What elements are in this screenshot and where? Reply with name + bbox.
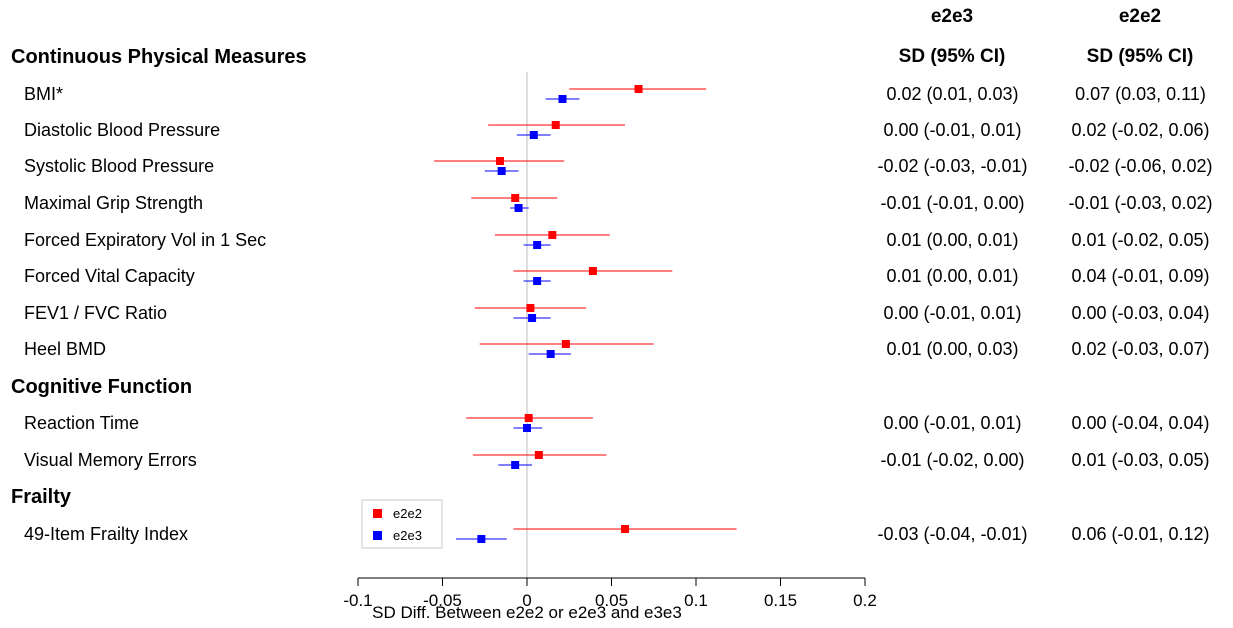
row-label: Systolic Blood Pressure — [24, 156, 215, 176]
ci-e2e2-value: 0.02 (-0.02, 0.06) — [1071, 120, 1210, 140]
x-tick-label: 0.2 — [853, 591, 877, 610]
e2e3-point — [558, 95, 567, 103]
e2e2-point — [548, 231, 557, 239]
row-label: Reaction Time — [24, 413, 140, 433]
row-label: FEV1 / FVC Ratio — [24, 303, 168, 323]
x-axis-ticks: -0.1 -0.05 0 0.05 0.1 0.15 0.2 — [343, 578, 877, 610]
e2e2-point — [621, 525, 630, 533]
legend-label-e2e3: e2e3 — [393, 528, 422, 543]
ci-e2e2-value: 0.00 (-0.04, 0.04) — [1071, 413, 1210, 433]
legend: e2e2 e2e3 — [361, 499, 443, 549]
ci-e2e2-value: 0.00 (-0.03, 0.04) — [1071, 303, 1210, 323]
ci-e2e2-value: -0.02 (-0.06, 0.02) — [1068, 156, 1213, 176]
legend-swatch-e2e3 — [373, 531, 382, 540]
row-label: 49-Item Frailty Index — [24, 524, 189, 544]
ci-e2e2-value: -0.01 (-0.03, 0.02) — [1068, 193, 1213, 213]
x-tick-label: 0.05 — [595, 591, 628, 610]
col-e2e2-title: e2e2 — [1118, 6, 1162, 27]
section-frailty: Frailty — [11, 486, 72, 508]
ci-e2e3-value: 0.00 (-0.01, 0.01) — [883, 303, 1022, 323]
ci-e2e3-value: 0.01 (0.00, 0.03) — [886, 339, 1019, 359]
ci-e2e2-value: 0.02 (-0.03, 0.07) — [1071, 339, 1210, 359]
e2e2-point — [526, 304, 535, 312]
ci-e2e2-value: 0.04 (-0.01, 0.09) — [1071, 266, 1210, 286]
x-tick-label: 0 — [522, 591, 531, 610]
ci-e2e2-value: 0.06 (-0.01, 0.12) — [1071, 524, 1210, 544]
e2e2-point — [551, 121, 560, 129]
ci-e2e3-value: -0.03 (-0.04, -0.01) — [877, 524, 1028, 544]
e2e2-point — [561, 340, 570, 348]
section-continuous-physical-measures: Continuous Physical Measures — [11, 46, 307, 68]
row-label: Forced Vital Capacity — [24, 266, 195, 286]
ci-e2e2-value: 0.01 (-0.02, 0.05) — [1071, 230, 1210, 250]
e2e3-point — [511, 461, 520, 469]
e2e3-point — [529, 131, 538, 139]
x-axis-label: SD Diff. Between e2e2 or e2e3 and e3e3 — [372, 603, 682, 622]
ci-e2e3-value: -0.01 (-0.01, 0.00) — [880, 193, 1025, 213]
ci-e2e3-value: 0.01 (0.00, 0.01) — [886, 266, 1019, 286]
legend-swatch-e2e2 — [373, 509, 382, 518]
e2e3-point — [533, 277, 542, 285]
e2e2-point — [634, 85, 643, 93]
row-label: Maximal Grip Strength — [24, 193, 204, 213]
ci-e2e3-value: 0.00 (-0.01, 0.01) — [883, 120, 1022, 140]
e2e2-point — [511, 194, 520, 202]
e2e2-point — [495, 157, 504, 165]
series-layer — [434, 85, 737, 543]
ci-e2e2-value: 0.07 (0.03, 0.11) — [1075, 84, 1206, 104]
row-label: Visual Memory Errors — [24, 450, 197, 470]
e2e3-point — [477, 535, 486, 543]
legend-label-e2e2: e2e2 — [393, 506, 422, 521]
col-e2e2-subtitle: SD (95% CI) — [1086, 46, 1194, 67]
x-tick-label: 0.15 — [764, 591, 797, 610]
row-label: Diastolic Blood Pressure — [24, 120, 221, 140]
e2e2-point — [588, 267, 597, 275]
x-tick-label: -0.1 — [343, 591, 372, 610]
ci-e2e3-value: -0.02 (-0.03, -0.01) — [877, 156, 1028, 176]
ci-e2e3-value: -0.01 (-0.02, 0.00) — [880, 450, 1025, 470]
e2e2-point — [534, 451, 543, 459]
x-tick-label: -0.05 — [423, 591, 462, 610]
section-cognitive-function: Cognitive Function — [11, 376, 193, 398]
e2e3-point — [514, 204, 523, 212]
col-e2e3-title: e2e3 — [930, 6, 974, 27]
ci-e2e3-value: 0.00 (-0.01, 0.01) — [883, 413, 1022, 433]
col-e2e3-subtitle: SD (95% CI) — [898, 46, 1006, 67]
e2e3-point — [523, 424, 531, 432]
e2e2-point — [524, 414, 533, 422]
ci-e2e2-value: 0.01 (-0.03, 0.05) — [1071, 450, 1210, 470]
row-label: BMI* — [24, 84, 64, 104]
e2e3-point — [546, 350, 555, 358]
e2e3-point — [497, 167, 506, 175]
ci-e2e3-value: 0.02 (0.01, 0.03) — [886, 84, 1019, 104]
x-tick-label: 0.1 — [684, 591, 708, 610]
ci-e2e3-value: 0.01 (0.00, 0.01) — [886, 230, 1019, 250]
e2e3-point — [528, 314, 537, 322]
e2e3-point — [533, 241, 542, 249]
row-label: Heel BMD — [24, 339, 107, 359]
row-label: Forced Expiratory Vol in 1 Sec — [24, 230, 267, 250]
